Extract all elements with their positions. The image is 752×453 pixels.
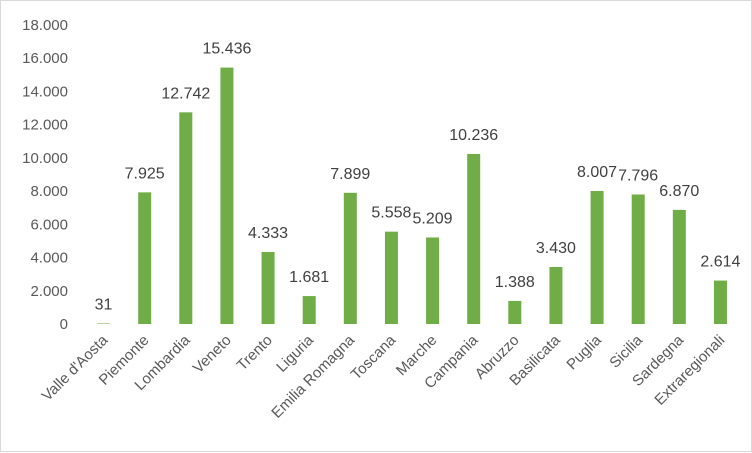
x-tick-label: Puglia [563,331,605,373]
data-label: 6.870 [659,183,699,200]
data-label: 1.681 [289,269,329,286]
x-tick-label: Toscana [348,331,400,383]
bar [179,112,193,325]
data-label: 7.899 [330,166,370,183]
bar [261,252,275,324]
bar [384,231,398,324]
y-tick-label: 4.000 [30,250,68,267]
y-tick-label: 6.000 [30,216,68,233]
bar [302,296,316,324]
bar [631,194,645,324]
bar [97,323,111,324]
bar-series [97,67,727,325]
data-label: 7.925 [125,165,165,182]
y-tick-label: 14.000 [22,83,68,100]
data-label: 31 [95,296,113,313]
y-tick-label: 8.000 [30,183,68,200]
data-label: 7.796 [618,167,658,184]
x-tick-label: Trento [234,332,276,374]
data-label: 4.333 [248,225,288,242]
bar [138,192,152,324]
data-label: 12.742 [161,85,210,102]
bar [467,153,481,324]
bar [426,237,440,324]
bar [220,67,234,325]
data-label: 10.236 [449,127,498,144]
x-tick-label: Valle d'Aosta [39,331,112,404]
data-label: 5.209 [413,210,453,227]
y-tick-label: 10.000 [22,150,68,167]
bar [672,209,686,324]
y-tick-label: 2.000 [30,283,68,300]
bar [343,192,357,324]
data-label: 5.558 [371,205,411,222]
data-label: 3.430 [536,240,576,257]
bar [713,280,727,324]
x-axis: Valle d'AostaPiemonteLombardiaVenetoTren… [39,331,729,421]
x-tick-label: Veneto [190,332,235,377]
data-label: 15.436 [202,41,251,58]
data-label: 1.388 [495,274,535,291]
data-label: 8.007 [577,164,617,181]
data-labels: 31 7.925 12.742 15.436 4.333 1.681 7.899 5.558 5… [95,41,741,314]
bar [590,190,604,324]
y-tick-label: 12.000 [22,117,68,134]
bar [549,267,563,324]
y-axis: 0 2.000 4.000 6.000 8.000 10.000 12.000 14.000 1… [22,17,68,333]
y-tick-label: 16.000 [22,50,68,67]
y-tick-label: 18.000 [22,17,68,34]
data-label: 2.614 [700,254,740,271]
bar [508,300,522,324]
y-tick-label: 0 [60,316,68,333]
